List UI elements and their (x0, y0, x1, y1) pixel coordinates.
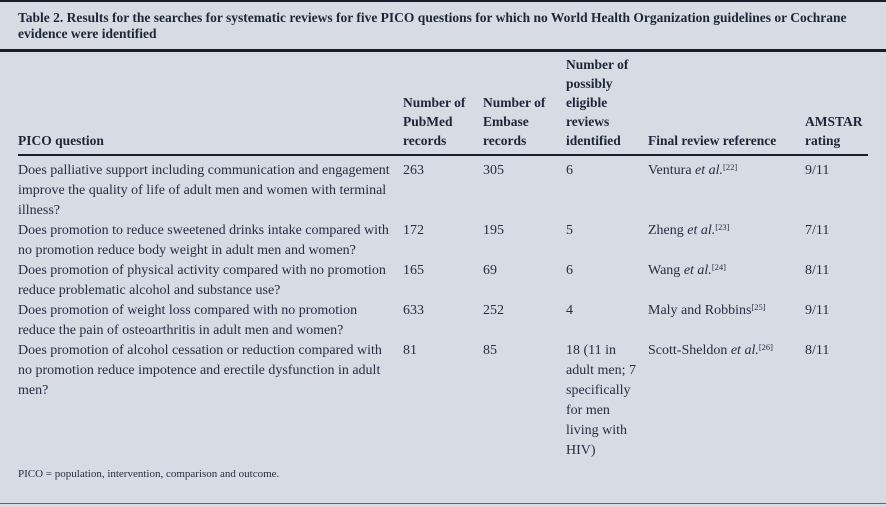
reference-etal: et al. (691, 163, 724, 178)
reference-etal: et al. (727, 343, 759, 358)
table-body: Does palliative support including commun… (18, 155, 868, 461)
pico-question-cell: Does promotion of alcohol cessation or r… (18, 343, 382, 398)
eligible-reviews-cell: 5 (566, 223, 573, 238)
amstar-rating-cell: 9/11 (805, 303, 830, 318)
bottom-rule (0, 502, 886, 504)
table-footnote: PICO = population, intervention, compari… (18, 468, 280, 480)
table-row: Does promotion of physical activity comp… (18, 261, 868, 301)
reference-citation-superscript: [23] (715, 222, 730, 232)
reference-citation-superscript: [22] (723, 162, 738, 172)
amstar-rating-cell: 7/11 (805, 223, 830, 238)
col-header-final-review-reference: Final review reference (648, 52, 805, 156)
col-header-embase-records: Number of Embase records (483, 52, 566, 156)
reference-etal: et al. (683, 223, 716, 238)
pubmed-records-cell: 633 (403, 303, 424, 318)
embase-records-cell: 252 (483, 303, 504, 318)
pubmed-records-cell: 263 (403, 163, 424, 178)
eligible-reviews-cell: 6 (566, 263, 573, 278)
reference-author: Ventura (648, 163, 692, 178)
reference-citation-superscript: [26] (758, 342, 774, 352)
amstar-rating-cell: 8/11 (805, 343, 830, 358)
col-header-eligible-reviews: Number of possibly eligible reviews iden… (566, 52, 648, 156)
eligible-reviews-cell: 6 (566, 163, 573, 178)
table-row: Does promotion of alcohol cessation or r… (18, 341, 868, 461)
reference-citation-superscript: [25] (751, 302, 766, 312)
eligible-reviews-cell: 4 (566, 303, 573, 318)
table-title: Table 2. Results for the searches for sy… (0, 2, 886, 52)
table-row: Does palliative support including commun… (18, 155, 868, 221)
embase-records-cell: 85 (483, 343, 497, 358)
table-row: Does promotion of weight loss compared w… (18, 301, 868, 341)
pico-question-cell: Does promotion to reduce sweetened drink… (18, 223, 389, 258)
embase-records-cell: 305 (483, 163, 504, 178)
col-header-amstar-rating: AMSTAR rating (805, 52, 868, 156)
pico-question-cell: Does promotion of physical activity comp… (18, 263, 386, 298)
final-review-reference-cell: Wang et al.[24] (648, 261, 805, 301)
table-header: PICO question Number of PubMed records N… (18, 52, 868, 156)
final-review-reference-cell: Zheng et al.[23] (648, 221, 805, 261)
embase-records-cell: 195 (483, 223, 504, 238)
pubmed-records-cell: 81 (403, 343, 417, 358)
eligible-reviews-cell: 18 (11 in adult men; 7 specifi­cally for… (566, 343, 636, 458)
results-table: PICO question Number of PubMed records N… (18, 52, 868, 461)
reference-author: Maly and Robbins (648, 303, 752, 318)
amstar-rating-cell: 8/11 (805, 263, 830, 278)
final-review-reference-cell: Scott-Sheldon et al.[26] (648, 341, 805, 461)
amstar-rating-cell: 9/11 (805, 163, 830, 178)
reference-author: Wang (648, 263, 681, 278)
table-row: Does promotion to reduce sweetened drink… (18, 221, 868, 261)
pico-question-cell: Does palliative support including commun… (18, 163, 390, 218)
col-header-pubmed-records: Number of PubMed records (403, 52, 483, 156)
pubmed-records-cell: 165 (403, 263, 424, 278)
final-review-reference-cell: Maly and Robbins[25] (648, 301, 805, 341)
col-header-pico-question: PICO question (18, 52, 403, 156)
pico-question-cell: Does promotion of weight loss compared w… (18, 303, 358, 338)
embase-records-cell: 69 (483, 263, 497, 278)
pubmed-records-cell: 172 (403, 223, 424, 238)
final-review-reference-cell: Ventura et al.[22] (648, 155, 805, 221)
reference-author: Scott-Sheldon (648, 343, 728, 358)
reference-author: Zheng (648, 223, 684, 238)
header-row: PICO question Number of PubMed records N… (18, 52, 868, 156)
reference-etal: et al. (680, 263, 712, 278)
reference-citation-superscript: [24] (711, 262, 726, 272)
